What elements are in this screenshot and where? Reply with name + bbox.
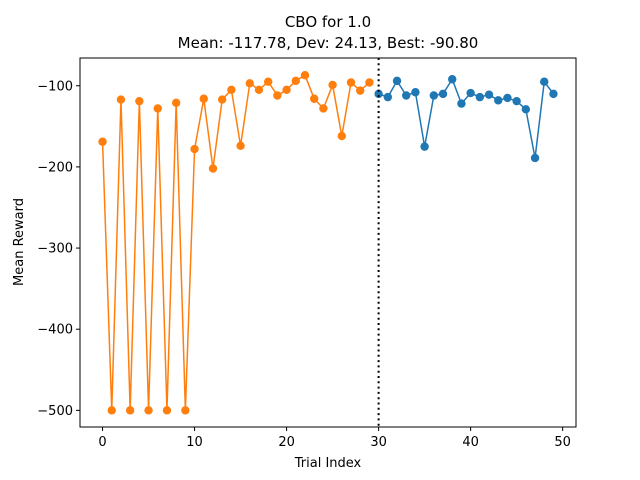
series-0-point <box>245 79 254 88</box>
series-1-point <box>466 88 475 98</box>
series-1-point <box>503 93 512 103</box>
series-0-point <box>291 76 300 86</box>
series-1-point <box>512 96 521 106</box>
series-0-point <box>227 85 236 95</box>
series-1-point <box>530 153 540 163</box>
series-1 <box>374 75 558 163</box>
series-1-point <box>540 77 549 86</box>
series-1-point <box>420 142 429 151</box>
series-1-point <box>448 75 457 84</box>
series-1-point <box>521 105 531 114</box>
series-0-point <box>199 94 208 103</box>
x-tick-label: 30 <box>370 435 387 450</box>
series-0-point <box>310 94 319 103</box>
series-0-point <box>144 406 153 415</box>
chart-title: CBO for 1.0 <box>285 13 371 31</box>
x-tick-label: 20 <box>278 435 295 450</box>
series-0-point <box>98 137 107 146</box>
series-0-point <box>125 406 135 415</box>
series-0-point <box>282 85 291 95</box>
series-0-point <box>319 104 328 113</box>
series-0-point <box>190 144 199 154</box>
series-0-point <box>208 164 218 173</box>
series-0-point <box>337 131 346 141</box>
y-tick-label: −200 <box>37 160 73 175</box>
y-tick-label: −100 <box>37 79 73 94</box>
series-1-point <box>402 91 411 100</box>
series-1-point <box>411 88 420 97</box>
series-1-point <box>494 96 503 105</box>
series-0-point <box>217 95 227 104</box>
x-axis-ticks: 0 10 20 30 40 50 <box>98 427 571 450</box>
series-0-point <box>171 98 181 108</box>
series-1-point <box>383 92 393 102</box>
chart-subtitle: Mean: -117.78, Dev: 24.13, Best: -90.80 <box>178 34 479 52</box>
series-1-point <box>374 89 383 99</box>
x-tick-label: 40 <box>462 435 479 450</box>
series-1-point <box>429 91 439 100</box>
y-axis-ticks: −500 −400 −300 −200 −100 <box>37 79 80 419</box>
series-0-point <box>153 104 162 113</box>
series-0-point <box>365 78 374 87</box>
x-tick-label: 0 <box>98 435 106 450</box>
series-0-point <box>356 86 365 95</box>
y-tick-label: −400 <box>37 323 73 338</box>
series-0-point <box>254 85 264 95</box>
plot-series <box>98 71 558 415</box>
plot-area-frame <box>79 57 577 428</box>
series-0-point <box>273 91 282 100</box>
series-1-point <box>484 90 494 99</box>
series-0-point <box>346 78 356 87</box>
series-0-point <box>107 406 116 415</box>
y-tick-label: −300 <box>37 242 73 257</box>
series-1-point <box>438 89 448 99</box>
series-0-point <box>135 96 144 106</box>
series-0-line <box>101 74 370 412</box>
series-1-point <box>457 99 466 108</box>
series-1-point <box>392 76 402 86</box>
series-0-point <box>263 77 273 86</box>
y-axis-label: Mean Reward <box>12 198 27 286</box>
series-0-point <box>116 95 126 104</box>
x-axis-label: Trial Index <box>294 456 362 471</box>
x-tick-label: 10 <box>186 435 203 450</box>
series-0-point <box>236 141 245 151</box>
series-1-point <box>549 89 558 99</box>
x-tick-label: 50 <box>554 435 571 450</box>
series-0-point <box>328 80 337 90</box>
series-0-point <box>162 406 172 415</box>
series-0 <box>98 71 374 415</box>
series-1-point <box>475 92 485 102</box>
series-0-point <box>181 406 190 415</box>
y-tick-label: −500 <box>37 404 73 419</box>
series-0-point <box>300 71 310 80</box>
